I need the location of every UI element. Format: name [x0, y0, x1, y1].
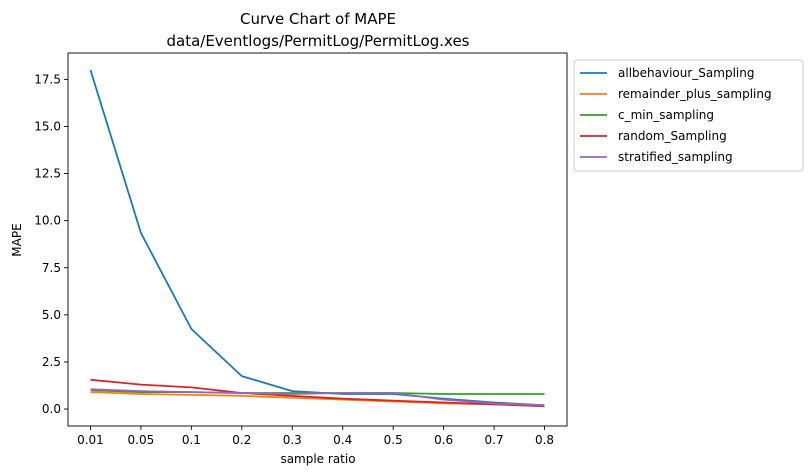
plot-lines	[89, 69, 545, 408]
y-tick-label: 10.0	[34, 214, 61, 228]
series-line-random_Sampling	[90, 378, 545, 408]
legend-label: stratified_sampling	[618, 150, 733, 164]
y-tick-label: 7.5	[42, 261, 61, 275]
y-axis-label: MAPE	[10, 223, 24, 256]
y-tick-label: 12.5	[34, 167, 61, 181]
legend-label: allbehaviour_Sampling	[618, 66, 754, 80]
y-tick-label: 0.0	[42, 402, 61, 416]
legend-frame	[573, 59, 804, 172]
x-tick-label: 0.7	[485, 433, 504, 447]
legend-label: c_min_sampling	[618, 108, 714, 122]
x-axis: 0.01 0.05 0.1 0.2 0.3 0.4 0.5 0.6 0.7 0.8	[77, 426, 554, 447]
series-line-allbehaviour_Sampling	[89, 69, 545, 407]
y-tick-label: 15.0	[34, 119, 61, 133]
chart-title: Curve Chart of MAPE	[240, 10, 396, 28]
x-tick-label: 0.1	[182, 433, 201, 447]
legend-label: remainder_plus_sampling	[618, 87, 772, 101]
x-tick-label: 0.3	[283, 433, 302, 447]
y-tick-label: 2.5	[42, 355, 61, 369]
x-tick-label: 0.6	[434, 433, 453, 447]
legend: allbehaviour_Sampling remainder_plus_samp…	[573, 59, 804, 172]
y-tick-label: 17.5	[34, 72, 61, 86]
x-tick-label: 0.05	[128, 433, 155, 447]
chart-subtitle: data/Eventlogs/PermitLog/PermitLog.xes	[166, 32, 469, 50]
legend-label: random_Sampling	[618, 129, 727, 143]
x-tick-label: 0.8	[535, 433, 554, 447]
x-tick-label: 0.5	[384, 433, 403, 447]
y-axis: 0.0 2.5 5.0 7.5 10.0 12.5 15.0 17.5	[34, 72, 68, 416]
x-tick-label: 0.01	[77, 433, 104, 447]
x-tick-label: 0.2	[232, 433, 251, 447]
plot-frame	[67, 52, 568, 427]
x-axis-label: sample ratio	[280, 452, 355, 466]
x-tick-label: 0.4	[333, 433, 352, 447]
series-line-stratified_sampling	[90, 388, 545, 407]
y-tick-label: 5.0	[42, 308, 61, 322]
